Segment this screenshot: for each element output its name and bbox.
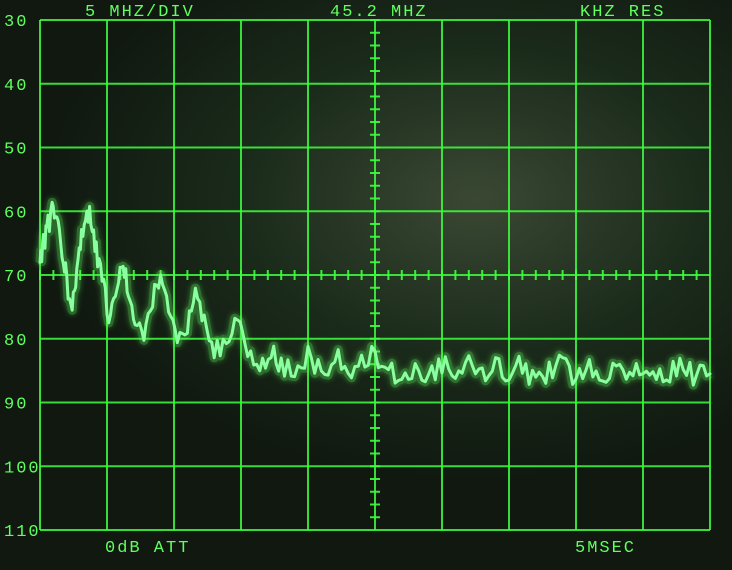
y-axis-label: 30 [4,13,28,32]
y-axis-label: 60 [4,204,28,223]
y-axis-label: 50 [4,141,28,160]
y-axis-label: 40 [4,77,28,96]
y-axis-label: 100 [4,459,41,478]
y-axis-label: 70 [4,268,28,287]
readout-span: 5 MHZ/DIV [85,3,195,22]
y-axis-label: 80 [4,332,28,351]
readout-sweep: 5MSEC [575,539,636,558]
y-axis-label: 110 [4,523,41,542]
readout-res-bw: KHZ RES [580,3,665,22]
readout-attenuation: 0dB ATT [105,539,190,558]
spectrum-analyzer-screen: 30 40 50 60 70 80 90 100 110 5 MHZ/DIV 45.2 MHZ KHZ… [0,0,732,570]
y-axis-label: 90 [4,396,28,415]
crt-canvas: 30 40 50 60 70 80 90 100 110 5 MHZ/DIV 45.2 MHZ KHZ… [0,0,732,570]
readout-center-freq: 45.2 MHZ [330,3,428,22]
